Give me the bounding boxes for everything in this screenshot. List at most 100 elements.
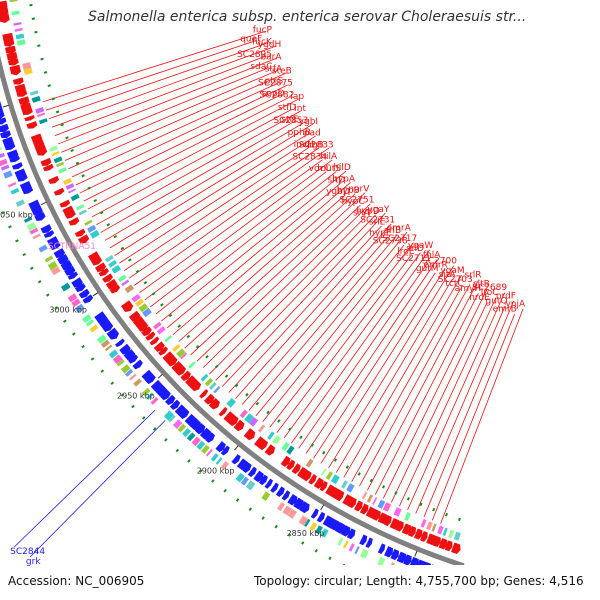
reverse-cog-block bbox=[188, 361, 196, 369]
reverse-gene-connector bbox=[390, 302, 488, 503]
reverse-cog-block bbox=[164, 335, 173, 343]
reverse-gene-connector bbox=[431, 314, 515, 521]
minor-tick bbox=[75, 161, 80, 165]
reverse-cog-block bbox=[330, 474, 340, 485]
reverse-gene-connector bbox=[313, 272, 436, 459]
reverse-gene-connector bbox=[290, 249, 431, 444]
reverse-gene-label: barA bbox=[260, 52, 282, 62]
minor-tick bbox=[141, 416, 146, 420]
reverse-gene-connector bbox=[68, 72, 287, 170]
reverse-gene-connector bbox=[305, 259, 438, 454]
reverse-gene-connector bbox=[54, 55, 267, 136]
forward-gene-arrow bbox=[310, 508, 319, 519]
reverse-gene-connector bbox=[255, 231, 408, 417]
minor-tick bbox=[164, 438, 168, 442]
backbone bbox=[0, 55, 465, 565]
forward-gene-arrow bbox=[396, 551, 407, 564]
minor-tick bbox=[100, 369, 105, 373]
reverse-gene-connector bbox=[114, 134, 307, 256]
reverse-gene-label: SC2717 bbox=[382, 234, 417, 244]
reverse-cog-block bbox=[53, 156, 63, 164]
forward-cog-block bbox=[261, 491, 271, 502]
reverse-gene-connector bbox=[161, 170, 347, 322]
reverse-cog-block bbox=[346, 483, 355, 493]
forward-gene-arrow bbox=[34, 211, 46, 221]
label-connector-lines bbox=[14, 30, 524, 558]
reverse-gene-arrow bbox=[145, 331, 156, 341]
forward-cog-block bbox=[150, 396, 159, 405]
reverse-gene-label: sopD bbox=[262, 89, 285, 99]
reverse-cog-block bbox=[9, 0, 18, 3]
reverse-gene-label: norV bbox=[348, 185, 370, 195]
scale-tick bbox=[234, 445, 239, 451]
forward-cog-block bbox=[397, 564, 399, 565]
forward-gene-arrow bbox=[64, 265, 76, 276]
reverse-gene-connector bbox=[48, 43, 267, 120]
reverse-cog-block bbox=[325, 471, 334, 480]
accession-text: Accession: NC_006905 bbox=[8, 574, 145, 588]
forward-cog-block bbox=[15, 199, 25, 207]
minor-tick bbox=[29, 266, 34, 270]
forward-gene-arrow bbox=[146, 374, 156, 385]
reverse-gene-label: srlB bbox=[384, 226, 401, 236]
forward-cog-block bbox=[0, 164, 10, 171]
reverse-gene-connector bbox=[190, 192, 366, 356]
rna-gene-label: SCTRNA51 bbox=[48, 242, 96, 252]
minor-tick bbox=[381, 485, 386, 489]
minor-tick bbox=[152, 427, 157, 431]
reverse-gene-label: sitA bbox=[439, 270, 457, 280]
reverse-gene-arrow bbox=[120, 300, 134, 312]
reverse-gene-arrow bbox=[68, 217, 80, 226]
forward-gene-arrow bbox=[231, 454, 241, 465]
minor-tick bbox=[415, 596, 416, 599]
minor-tick bbox=[248, 507, 252, 511]
forward-gene-label: grk bbox=[26, 557, 41, 567]
reverse-gene-connector bbox=[241, 236, 388, 405]
forward-cog-block bbox=[377, 556, 386, 565]
forward-cog-block bbox=[320, 528, 329, 538]
minor-tick bbox=[54, 306, 58, 310]
reverse-gene-connector bbox=[440, 308, 524, 524]
reverse-cog-block bbox=[14, 27, 23, 32]
reverse-gene-arrow bbox=[9, 64, 21, 76]
reverse-cog-block bbox=[138, 303, 149, 313]
reverse-gene-arrow bbox=[180, 370, 192, 381]
minor-tick bbox=[81, 344, 85, 349]
forward-cog-block bbox=[129, 373, 137, 381]
reverse-gene-connector bbox=[415, 305, 506, 514]
reverse-gene-arrow bbox=[208, 398, 220, 410]
minor-tick bbox=[168, 313, 173, 318]
minor-tick bbox=[60, 123, 64, 127]
reverse-cog-block bbox=[22, 62, 32, 70]
minor-tick bbox=[106, 223, 111, 227]
reverse-gene-label: hypB bbox=[337, 186, 360, 196]
reverse-gene-arrow bbox=[26, 121, 38, 129]
forward-gene-arrow bbox=[242, 462, 252, 473]
minor-tick bbox=[81, 174, 85, 178]
forward-cog-block bbox=[245, 480, 256, 491]
reverse-gene-arrow bbox=[444, 540, 453, 552]
reverse-gene-arrow bbox=[451, 542, 461, 554]
reverse-gene-label: tctC bbox=[445, 279, 463, 289]
forward-cog-block bbox=[172, 419, 183, 429]
minor-tick bbox=[175, 448, 180, 453]
reverse-gene-arrow bbox=[0, 7, 9, 16]
minor-tick bbox=[120, 246, 125, 251]
minor-tick bbox=[432, 507, 436, 512]
reverse-gene-connector bbox=[100, 121, 294, 233]
forward-gene-arrow bbox=[215, 441, 226, 453]
minor-tick bbox=[90, 357, 95, 361]
reverse-gene-connector bbox=[298, 262, 428, 449]
minor-tick bbox=[40, 57, 44, 61]
minor-tick bbox=[235, 498, 240, 502]
scale-tick bbox=[40, 201, 47, 206]
forward-cog-block bbox=[104, 344, 113, 352]
reverse-cog-block bbox=[31, 95, 41, 103]
reverse-gene-arrow bbox=[189, 379, 202, 392]
reverse-gene-arrow bbox=[199, 389, 209, 399]
reverse-gene-arrow bbox=[74, 228, 86, 238]
forward-gene-arrow bbox=[409, 556, 419, 565]
reverse-gene-label: stfA bbox=[265, 64, 283, 74]
reverse-gene-label: hypC bbox=[342, 197, 365, 207]
reverse-cog-block bbox=[176, 348, 186, 358]
